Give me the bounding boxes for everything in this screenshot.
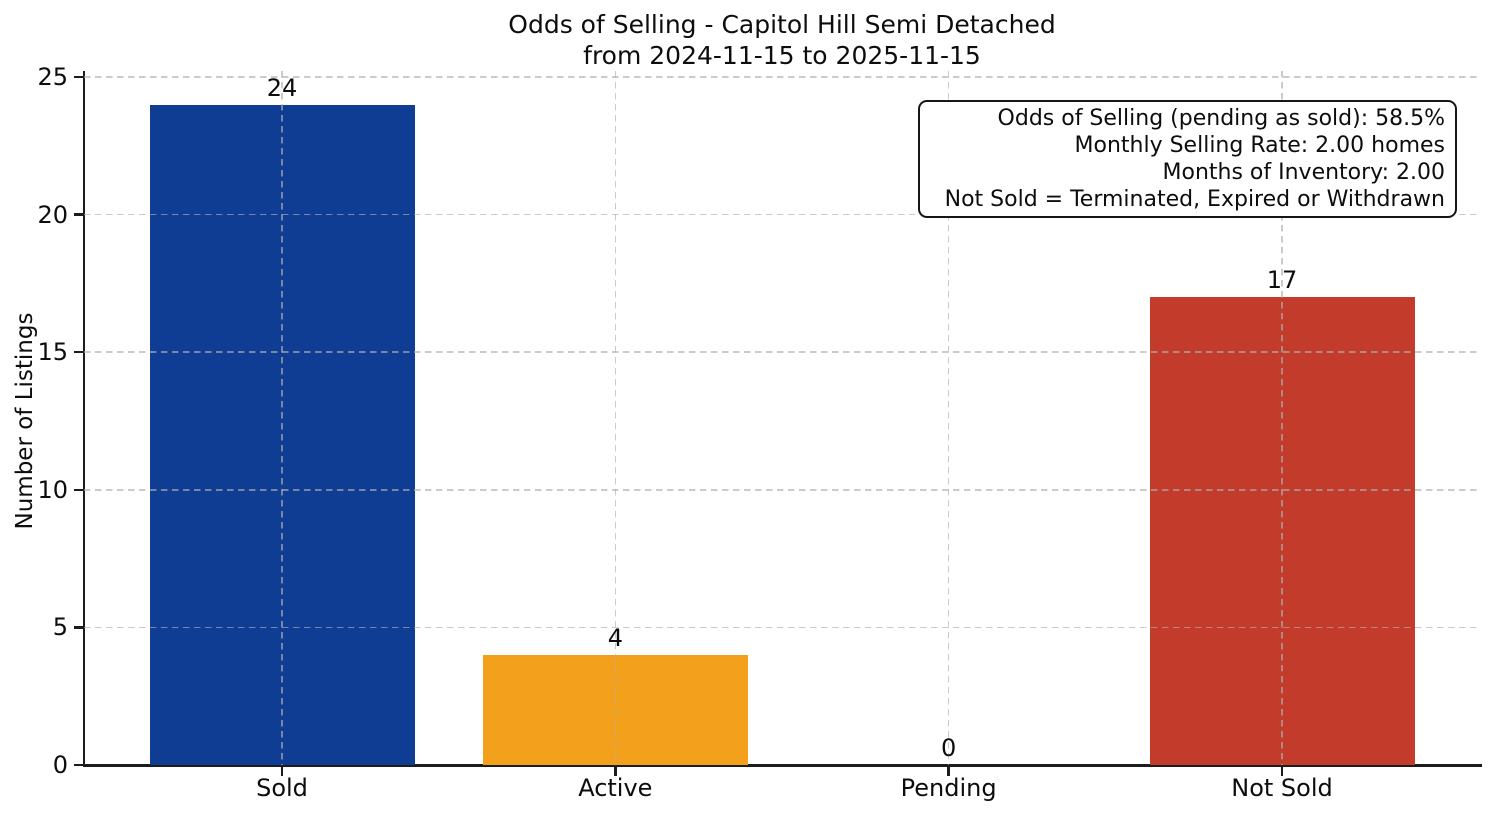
y-tick-label-20: 20 xyxy=(37,200,68,229)
annotation-box: Odds of Selling (pending as sold): 58.5%… xyxy=(918,100,1457,218)
bar-value-label-active: 4 xyxy=(607,623,623,652)
h-gridline-10 xyxy=(84,489,1480,491)
y-tick-mark-10 xyxy=(73,488,84,491)
x-tick-mark-sold xyxy=(280,765,284,776)
x-tick-label-not-sold: Not Sold xyxy=(1231,774,1333,802)
x-axis-spine xyxy=(82,764,1482,767)
bar-value-label-pending: 0 xyxy=(941,734,957,762)
annotation-line-odds-of-selling: Odds of Selling (pending as sold): 58.5% xyxy=(997,106,1445,131)
y-tick-mark-0 xyxy=(73,763,84,767)
chart-title: Odds of Selling - Capitol Hill Semi Deta… xyxy=(84,9,1480,71)
annotation-line-not-sold-definition: Not Sold = Terminated, Expired or Withdr… xyxy=(944,187,1445,212)
y-tick-label-25: 25 xyxy=(37,63,68,91)
v-gridline-not-sold xyxy=(1281,71,1283,765)
x-tick-label-active: Active xyxy=(578,774,653,802)
y-axis-spine xyxy=(82,71,85,767)
y-tick-label-5: 5 xyxy=(52,613,68,642)
y-tick-label-0: 0 xyxy=(52,751,68,779)
y-tick-mark-5 xyxy=(73,626,84,629)
x-tick-label-pending: Pending xyxy=(900,774,997,802)
x-tick-mark-pending xyxy=(947,765,950,776)
bar-value-label-not-sold: 17 xyxy=(1266,266,1298,295)
annotation-line-months-of-inventory: Months of Inventory: 2.00 xyxy=(1162,160,1445,185)
v-gridline-sold xyxy=(281,71,283,765)
plot-area: 24 4 0 17 xyxy=(84,71,1480,765)
v-gridline-pending xyxy=(947,71,950,765)
h-gridline-15 xyxy=(84,351,1480,353)
h-gridline-20 xyxy=(84,213,1480,216)
y-tick-mark-15 xyxy=(73,351,84,354)
y-tick-label-15: 15 xyxy=(37,338,68,367)
y-tick-label-10: 10 xyxy=(37,475,68,504)
h-gridline-5 xyxy=(84,626,1480,629)
chart-title-line-2: from 2024-11-15 to 2025-11-15 xyxy=(583,41,981,70)
y-tick-mark-20 xyxy=(73,213,84,216)
h-gridline-25 xyxy=(84,76,1480,78)
x-tick-mark-active xyxy=(614,765,617,776)
x-tick-label-sold: Sold xyxy=(256,774,308,802)
v-gridline-active xyxy=(614,71,617,765)
x-tick-mark-not-sold xyxy=(1280,765,1284,776)
annotation-line-monthly-selling-rate: Monthly Selling Rate: 2.00 homes xyxy=(1074,133,1445,158)
bar-value-label-sold: 24 xyxy=(266,73,298,102)
chart-title-line-1: Odds of Selling - Capitol Hill Semi Deta… xyxy=(508,10,1056,39)
y-tick-mark-25 xyxy=(73,75,84,79)
